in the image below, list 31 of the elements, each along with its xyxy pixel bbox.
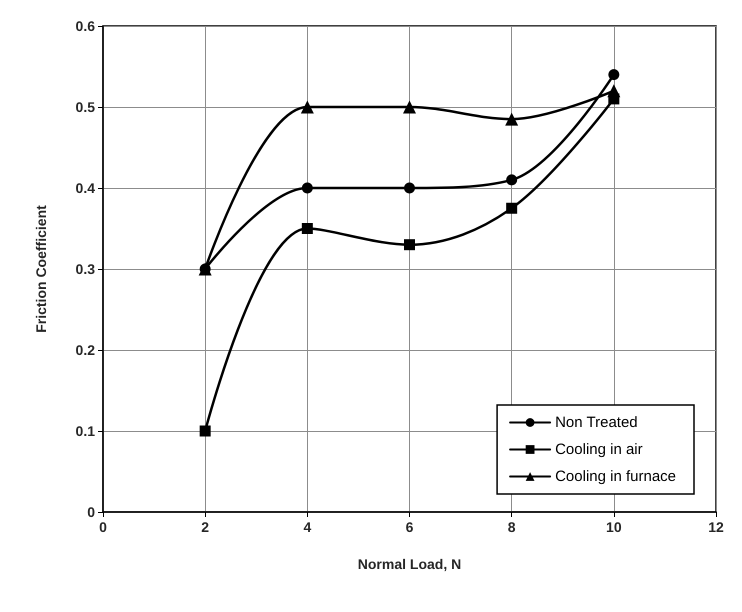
y-tick-label: 0 <box>87 504 96 520</box>
x-tick-label: 0 <box>99 519 108 535</box>
point <box>403 100 416 114</box>
point <box>302 182 313 194</box>
legend-label: Cooling in furnace <box>555 468 676 485</box>
y-tick-label: 0.3 <box>76 261 96 277</box>
point <box>300 100 314 114</box>
point <box>608 69 620 80</box>
y-tick-label: 0.4 <box>76 180 96 196</box>
x-tick-label: 12 <box>708 519 724 535</box>
x-tick-label: 6 <box>406 519 414 535</box>
y-tick-label: 0.1 <box>76 423 96 439</box>
point <box>404 182 415 194</box>
x-axis-title: Normal Load, N <box>358 556 462 572</box>
y-tick-label: 0.5 <box>76 99 96 115</box>
point <box>302 223 313 234</box>
point <box>506 202 518 214</box>
point <box>505 112 518 126</box>
point <box>506 174 518 186</box>
legend-label: Non Treated <box>555 414 638 431</box>
x-tick-label: 2 <box>201 519 210 535</box>
point <box>608 93 620 104</box>
y-tick-label: 0.2 <box>76 342 96 358</box>
point <box>200 426 211 436</box>
x-tick-label: 8 <box>508 519 516 535</box>
legend-label: Cooling in air <box>555 441 643 458</box>
x-tick-label: 10 <box>606 519 622 535</box>
y-tick-label: 0.6 <box>76 18 96 34</box>
point <box>404 239 415 250</box>
x-tick-label: 4 <box>303 519 312 535</box>
y-axis-title: Friction Coefficient <box>33 204 49 333</box>
